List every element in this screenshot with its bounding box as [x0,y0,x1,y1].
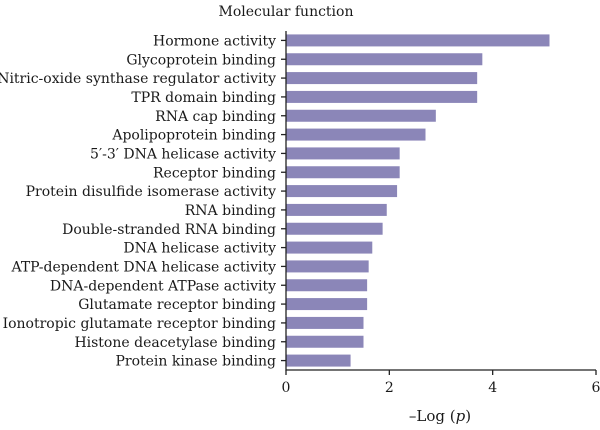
x-tick-label: 0 [282,380,291,396]
category-label: Hormone activity [153,33,276,49]
category-label: Protein disulfide isomerase activity [26,184,276,200]
category-label: Double-stranded RNA binding [62,222,276,238]
bar [286,222,383,235]
category-label: Nitric-oxide synthase regulator activity [0,71,276,87]
bar [286,241,373,254]
bar [286,354,351,367]
x-tick-group: 0 2 4 6 [282,370,600,396]
category-label: DNA-dependent ATPase activity [50,278,276,294]
bar [286,279,368,292]
category-label: RNA binding [185,203,276,219]
category-label: Protein kinase binding [115,354,276,370]
bar [286,147,400,160]
category-label: Ionotropic glutamate receptor binding [3,316,276,332]
bar [286,298,368,311]
category-label: Glycoprotein binding [126,52,276,68]
category-label: Apolipoprotein binding [111,128,276,144]
bar [286,185,398,198]
bar [286,109,436,122]
bars-group [286,34,550,367]
category-label: 5′-3′ DNA helicase activity [90,146,276,162]
x-tick-label: 4 [488,380,497,396]
category-label: RNA cap binding [155,109,276,125]
bar [286,166,400,179]
category-labels-group: Hormone activity Glycoprotein binding Nitr… [0,33,286,370]
category-label: Glutamate receptor binding [78,297,276,313]
bar [286,203,387,216]
x-axis-label: –Log (p) [409,407,471,425]
category-label: ATP-dependent DNA helicase activity [10,259,276,275]
bar [286,34,550,47]
bar [286,335,364,348]
chart-title: Molecular function [219,4,354,20]
bar [286,128,426,141]
category-label: TPR domain binding [131,90,276,106]
x-tick-label: 2 [385,380,394,396]
bar [286,72,478,85]
category-label: Histone deacetylase binding [74,335,276,351]
bar [286,260,369,273]
bar [286,316,364,329]
bar [286,53,483,66]
bar [286,90,478,103]
category-label: Receptor binding [153,165,276,181]
x-tick-label: 6 [592,380,600,396]
category-label: DNA helicase activity [123,241,276,257]
